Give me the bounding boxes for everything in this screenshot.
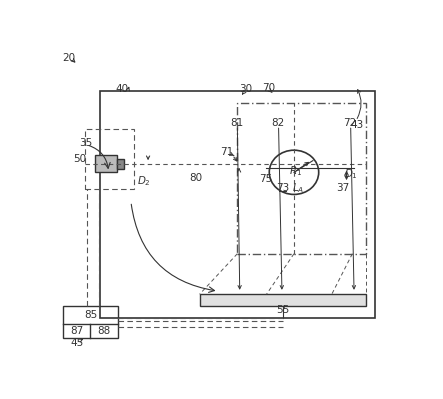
Text: 40: 40 — [116, 84, 129, 94]
Text: 87: 87 — [70, 326, 83, 336]
Text: 81: 81 — [230, 118, 243, 128]
Bar — [63, 306, 118, 338]
Bar — [95, 155, 117, 172]
Text: 82: 82 — [271, 118, 284, 128]
Text: 70: 70 — [262, 83, 276, 93]
Text: 88: 88 — [97, 326, 111, 336]
Text: $L_A$: $L_A$ — [292, 182, 305, 195]
Text: 30: 30 — [239, 84, 253, 94]
Text: $D_2$: $D_2$ — [137, 174, 151, 188]
Text: 73: 73 — [276, 183, 289, 193]
Bar — [237, 103, 366, 254]
Bar — [117, 159, 124, 169]
Text: 80: 80 — [190, 174, 203, 184]
Text: 35: 35 — [80, 138, 93, 148]
Text: 50: 50 — [74, 154, 87, 164]
Text: 37: 37 — [336, 183, 350, 193]
Text: $D_1$: $D_1$ — [344, 167, 358, 181]
Text: 43: 43 — [350, 120, 363, 130]
Bar — [199, 294, 366, 306]
Text: 45: 45 — [70, 338, 83, 348]
Text: 20: 20 — [62, 53, 75, 63]
Bar — [100, 91, 375, 318]
Text: 71: 71 — [221, 147, 233, 157]
Text: 75: 75 — [260, 174, 273, 184]
Text: 85: 85 — [84, 310, 97, 320]
Bar — [85, 129, 134, 189]
Text: $R_1$: $R_1$ — [289, 164, 302, 178]
Text: 55: 55 — [276, 305, 289, 315]
Text: 72: 72 — [343, 118, 357, 128]
